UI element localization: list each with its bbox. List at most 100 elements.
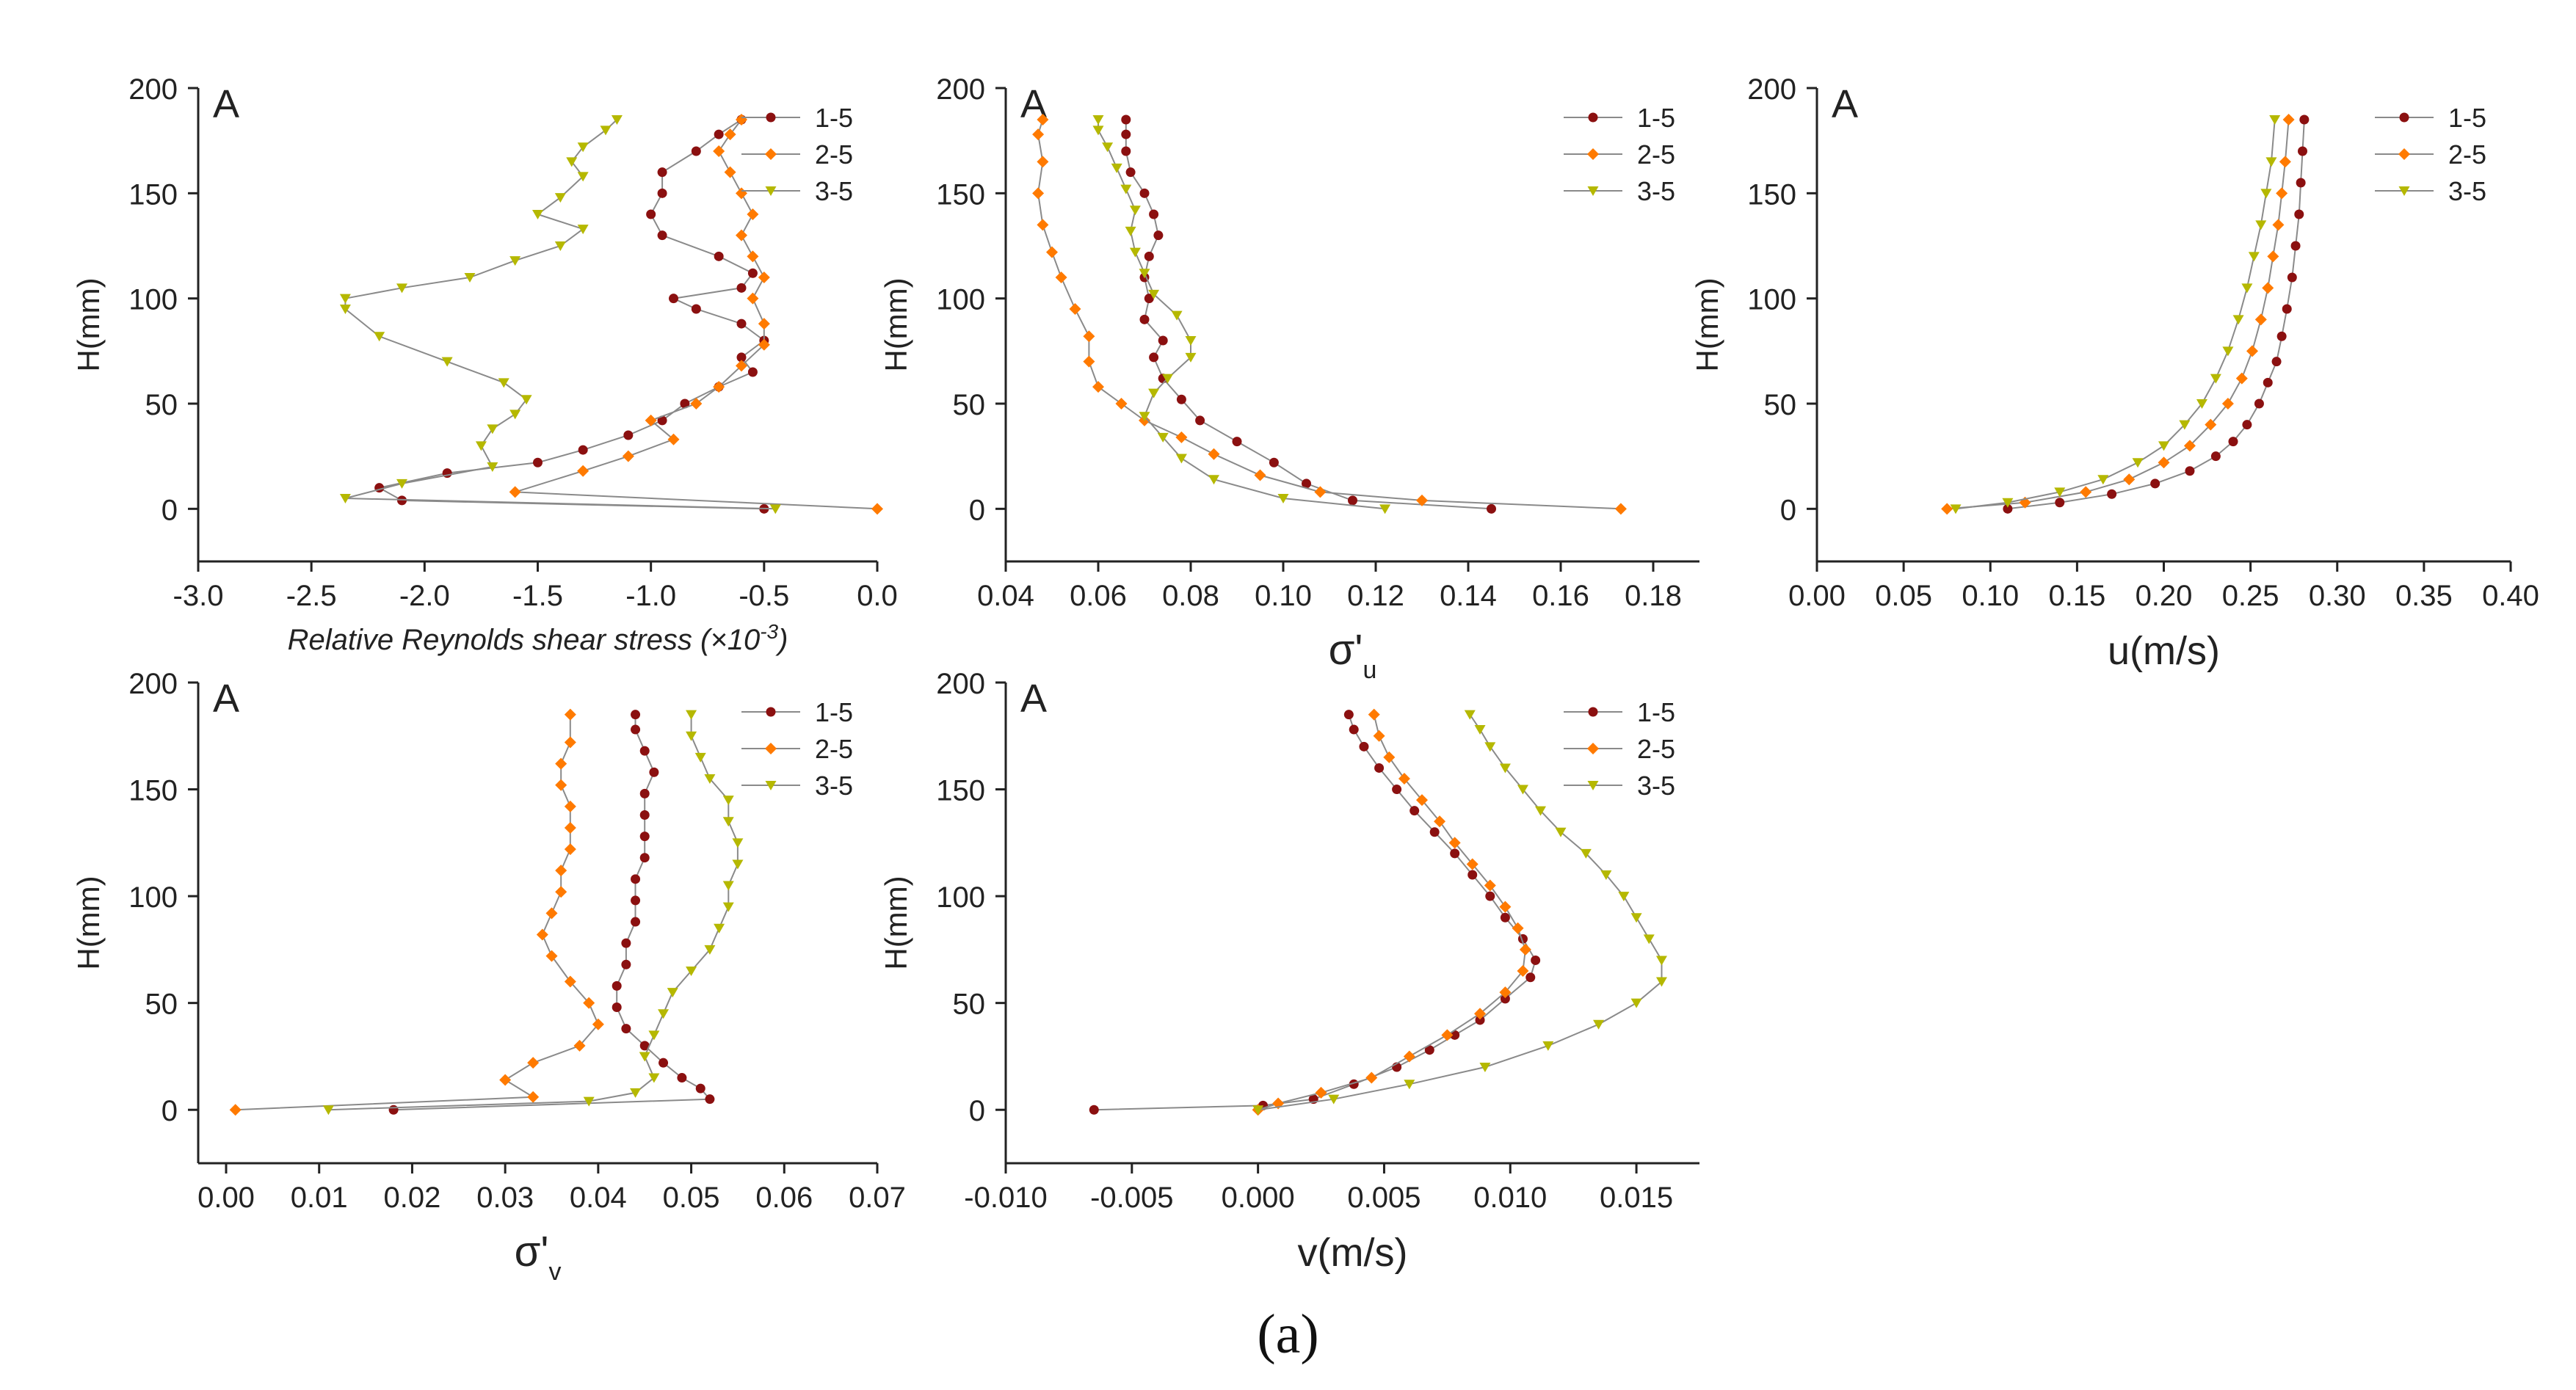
data-point-3-5 xyxy=(2269,115,2281,125)
data-point-2-5 xyxy=(2282,114,2295,125)
legend-marker xyxy=(2398,148,2410,160)
data-point-2-5 xyxy=(758,272,770,283)
data-point-2-5 xyxy=(747,208,759,220)
data-point-3-5 xyxy=(648,1030,660,1041)
data-point-3-5 xyxy=(1484,742,1496,752)
data-point-1-5 xyxy=(1232,437,1242,447)
data-point-3-5 xyxy=(1517,785,1528,795)
y-axis-label: H(mm) xyxy=(879,876,913,969)
data-point-1-5 xyxy=(1500,912,1510,923)
data-point-2-5 xyxy=(1416,494,1428,506)
data-point-2-5 xyxy=(736,229,747,241)
data-point-3-5 xyxy=(722,881,734,891)
data-point-3-5 xyxy=(722,902,734,912)
data-point-3-5 xyxy=(554,193,566,203)
data-point-3-5 xyxy=(1148,289,1160,299)
legend-marker xyxy=(765,148,777,160)
data-point-2-5 xyxy=(736,114,747,125)
x-tick-label: 0.06 xyxy=(1070,580,1127,612)
data-point-2-5 xyxy=(509,486,521,498)
x-tick-label: 0.05 xyxy=(1875,580,1932,612)
data-point-1-5 xyxy=(1485,891,1495,901)
legend-marker xyxy=(1588,112,1598,123)
legend-label: 1-5 xyxy=(1637,103,1675,133)
data-point-1-5 xyxy=(1531,955,1541,965)
data-point-1-5 xyxy=(578,445,588,455)
data-point-3-5 xyxy=(2158,441,2169,451)
data-point-1-5 xyxy=(714,129,724,139)
series-line-1-5 xyxy=(1094,714,1536,1111)
data-point-2-5 xyxy=(536,928,548,941)
data-point-3-5 xyxy=(1555,827,1567,837)
data-point-3-5 xyxy=(1655,956,1667,966)
x-axis-label: σ'u xyxy=(1329,626,1377,684)
data-point-2-5 xyxy=(1512,922,1524,934)
data-point-1-5 xyxy=(747,367,758,377)
data-point-1-5 xyxy=(747,268,758,278)
data-point-3-5 xyxy=(577,142,589,153)
data-point-1-5 xyxy=(1302,479,1311,489)
data-point-2-5 xyxy=(555,865,567,877)
series-line-3-5 xyxy=(1258,714,1663,1111)
data-point-3-5 xyxy=(704,774,716,784)
data-point-1-5 xyxy=(2210,451,2221,462)
data-point-2-5 xyxy=(1314,486,1327,498)
data-point-3-5 xyxy=(1171,310,1183,321)
data-point-2-5 xyxy=(1398,773,1410,785)
data-point-2-5 xyxy=(1941,503,1953,515)
data-point-3-5 xyxy=(566,157,578,167)
data-point-2-5 xyxy=(2267,250,2279,263)
data-point-3-5 xyxy=(1111,163,1122,173)
data-point-1-5 xyxy=(1424,1045,1434,1055)
x-tick-label: 0.03 xyxy=(476,1182,534,1214)
data-point-2-5 xyxy=(2235,372,2248,385)
series-line-3-5 xyxy=(328,714,739,1111)
x-tick-label: 0.18 xyxy=(1625,580,1682,612)
data-point-3-5 xyxy=(1580,848,1592,859)
data-point-1-5 xyxy=(631,710,641,720)
y-tick-label: 0 xyxy=(1780,494,1796,526)
data-point-1-5 xyxy=(1349,724,1359,735)
y-tick-label: 150 xyxy=(936,178,985,211)
data-point-3-5 xyxy=(1499,763,1511,774)
data-point-1-5 xyxy=(639,1041,650,1051)
series-line-2-5 xyxy=(1947,119,2290,510)
data-point-1-5 xyxy=(639,746,650,756)
data-point-1-5 xyxy=(1500,994,1510,1004)
data-point-3-5 xyxy=(1630,998,1642,1008)
data-point-2-5 xyxy=(1175,431,1188,443)
data-point-2-5 xyxy=(1368,708,1380,721)
data-point-3-5 xyxy=(1162,374,1173,384)
data-point-2-5 xyxy=(871,503,883,515)
data-point-1-5 xyxy=(639,853,650,863)
data-point-3-5 xyxy=(1618,892,1630,902)
data-point-3-5 xyxy=(339,294,351,304)
data-point-3-5 xyxy=(667,988,678,998)
data-point-2-5 xyxy=(564,821,576,834)
data-point-3-5 xyxy=(577,225,589,235)
data-point-2-5 xyxy=(1403,1050,1415,1063)
data-point-2-5 xyxy=(1315,1086,1327,1099)
legend-marker xyxy=(1587,743,1599,754)
data-point-2-5 xyxy=(545,907,558,920)
data-point-2-5 xyxy=(1032,187,1045,200)
data-point-1-5 xyxy=(2287,272,2297,283)
data-point-3-5 xyxy=(374,332,385,342)
data-point-1-5 xyxy=(1149,209,1159,219)
y-tick-label: 200 xyxy=(128,73,178,106)
data-point-3-5 xyxy=(1655,977,1667,987)
chart-panel-1: 0 50 100 150 200 -3.0 -2.5 -2.0 -1.5 -1.0 -0.5 0.0 H… xyxy=(71,73,898,656)
data-point-3-5 xyxy=(396,479,407,489)
data-point-2-5 xyxy=(555,886,567,898)
data-point-1-5 xyxy=(1359,741,1369,752)
data-point-3-5 xyxy=(509,256,521,266)
data-point-3-5 xyxy=(648,1073,660,1083)
data-point-2-5 xyxy=(1434,815,1446,828)
data-point-3-5 xyxy=(2054,487,2066,498)
data-point-3-5 xyxy=(2222,346,2234,357)
data-point-1-5 xyxy=(2228,437,2238,447)
data-point-2-5 xyxy=(713,381,725,393)
legend-marker xyxy=(1588,707,1598,717)
data-point-1-5 xyxy=(1139,314,1150,324)
data-point-2-5 xyxy=(2221,398,2234,410)
